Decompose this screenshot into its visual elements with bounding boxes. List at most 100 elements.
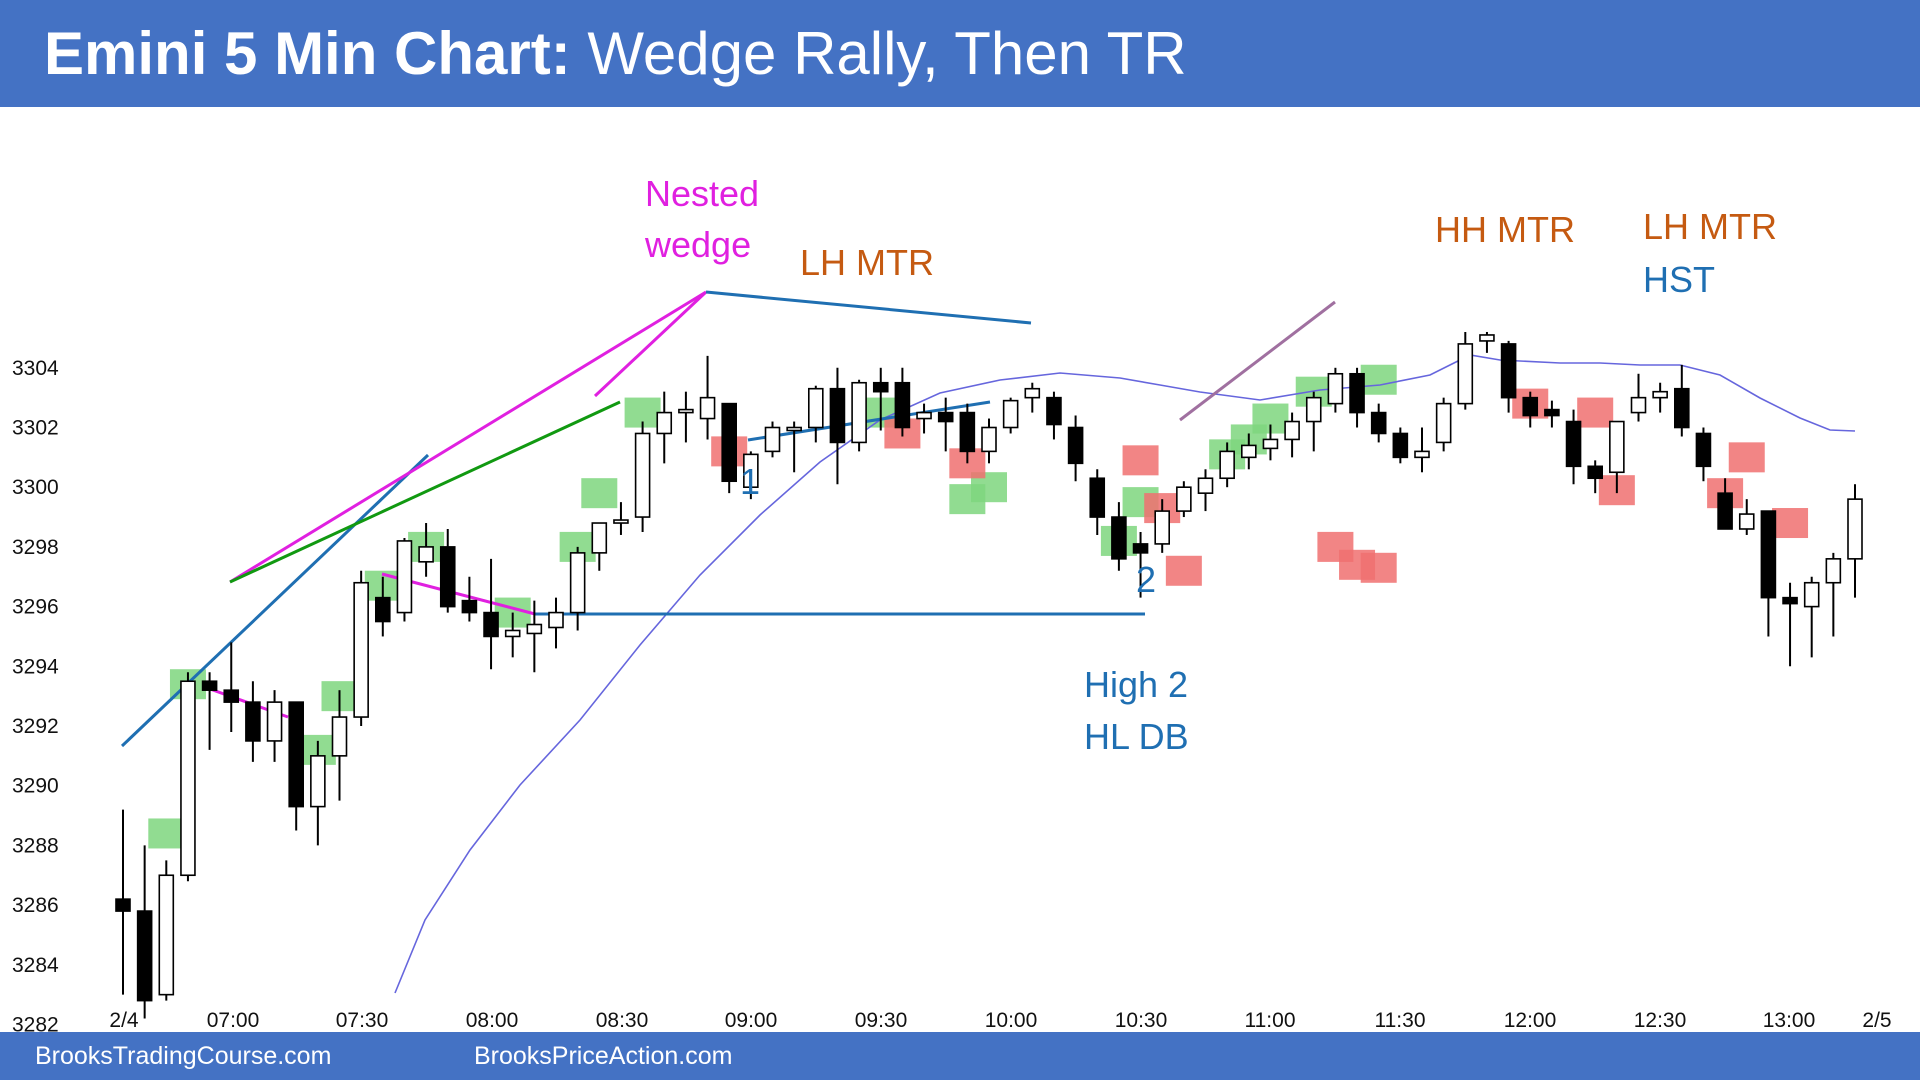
trend-line (120, 453, 430, 748)
candle (959, 403, 976, 464)
candle-body (1284, 420, 1300, 441)
candle-body (613, 519, 629, 524)
candle-body (764, 426, 781, 453)
candle-body (1674, 387, 1690, 429)
y-tick-label: 3286 (12, 894, 59, 917)
candle-body (1565, 420, 1582, 468)
candle (223, 642, 240, 732)
candle (461, 576, 478, 622)
trend-line (1179, 300, 1336, 422)
candle-body (1219, 450, 1235, 480)
candle-body (115, 898, 131, 912)
x-tick-label: 13:00 (1763, 1009, 1816, 1032)
x-tick-label: 08:30 (596, 1009, 649, 1032)
candle (1522, 391, 1539, 428)
candle (1738, 499, 1755, 535)
annotation-label: LH MTR (1643, 206, 1777, 247)
candle (1630, 373, 1647, 422)
candle (1587, 460, 1603, 494)
candle-body (959, 411, 976, 453)
x-tick-label: 10:30 (1115, 1009, 1168, 1032)
candle (1132, 531, 1149, 598)
candle-body (504, 629, 521, 638)
candle-body (1327, 372, 1344, 405)
candle-body (396, 540, 413, 614)
footer-right-text: BrooksPriceAction.com (474, 1042, 733, 1070)
candle (1717, 478, 1733, 530)
candle (1327, 367, 1344, 413)
candle (1803, 576, 1820, 658)
candle-body (786, 426, 802, 432)
candle-body (1002, 399, 1019, 429)
candle (374, 576, 391, 637)
candle-body (1370, 411, 1387, 435)
annotation-label: LH MTR (800, 242, 934, 283)
candle (1674, 364, 1690, 437)
candle-body (1197, 477, 1214, 494)
x-tick-label: 2/5 (1862, 1009, 1891, 1032)
candle-body (1241, 444, 1257, 459)
candle-body (331, 716, 348, 757)
x-tick-label: 09:30 (855, 1009, 908, 1032)
candle-body (201, 680, 218, 691)
candle-body (1803, 581, 1820, 608)
candle (1002, 397, 1019, 434)
candle-body (1695, 432, 1712, 468)
y-tick-label: 3300 (12, 476, 59, 499)
candle (1067, 415, 1084, 482)
annotation-label: HL DB (1084, 716, 1189, 757)
candle (656, 391, 673, 464)
title-rest: Wedge Rally, Then TR (587, 20, 1187, 87)
candle-body (439, 546, 456, 608)
candle-body (1847, 498, 1863, 560)
candle-body (158, 874, 175, 996)
y-tick-label: 3290 (12, 775, 59, 798)
candle (1825, 552, 1842, 637)
candle-body (461, 599, 478, 614)
candle-body (353, 581, 369, 718)
y-axis: 3282 3284 3286 3288 3290 3292 3294 3296 3298 3300… (12, 357, 59, 1032)
candle-body (1782, 596, 1798, 605)
sell-signal-box (1728, 442, 1765, 473)
y-tick-label: 3298 (12, 536, 59, 559)
candle (201, 672, 218, 750)
candle-body (829, 387, 846, 444)
candle-body (1738, 513, 1755, 530)
trend-line (229, 290, 707, 584)
candle-body (483, 611, 499, 638)
x-tick-label: 11:00 (1245, 1009, 1296, 1032)
candle-body (266, 701, 283, 742)
candle (1046, 391, 1062, 440)
y-tick-label: 3304 (12, 357, 59, 380)
candle (634, 421, 651, 532)
candle (1284, 412, 1300, 458)
x-tick-label: 08:00 (466, 1009, 519, 1032)
annotation-label: 1 (740, 461, 760, 502)
candle (1305, 391, 1322, 452)
annotation-label: HST (1643, 259, 1715, 300)
sell-signal-box (1360, 552, 1397, 583)
annotation-label: Nested (645, 173, 759, 214)
candle (1695, 427, 1712, 482)
candle (1241, 433, 1257, 470)
x-tick-label: 2/4 (109, 1009, 139, 1032)
candle-body (937, 411, 954, 423)
candle (1609, 420, 1625, 494)
candle-body (1111, 516, 1127, 560)
candle-body (1544, 408, 1560, 417)
candle (851, 379, 867, 452)
sell-signal-box (1122, 445, 1159, 476)
sell-signal-box (1772, 508, 1809, 539)
candle (439, 528, 456, 613)
candle (937, 397, 954, 452)
candle (266, 690, 283, 762)
candle-body (1414, 450, 1430, 459)
candle-body (1067, 426, 1084, 465)
candle (1782, 582, 1798, 667)
candle (548, 597, 564, 649)
candle (1370, 403, 1387, 443)
x-axis: 2/4 07:00 07:30 08:00 08:30 09:00 09:30 10:00 10… (109, 1009, 1891, 1032)
candle (526, 600, 543, 673)
candlestick-chart: 3282 3284 3286 3288 3290 3292 3294 3296 3298 3300… (12, 173, 1892, 1032)
candle-body (678, 408, 694, 414)
